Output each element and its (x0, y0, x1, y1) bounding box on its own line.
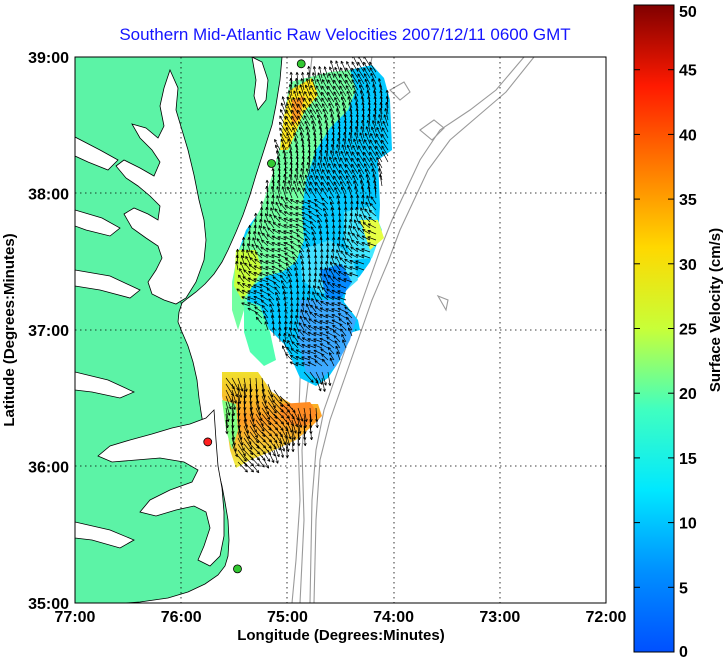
colorbar-label: Surface Velocity (cm/s) (707, 228, 724, 392)
x-tick-label: 73:00 (479, 609, 520, 626)
y-tick-labels: 39:00 38:00 37:00 36:00 35:00 (28, 50, 69, 613)
colorbar-tick-label: 35 (679, 192, 697, 209)
map-title: Southern Mid-Atlantic Raw Velocities 200… (119, 25, 570, 44)
colorbar-tick-label: 25 (679, 322, 697, 339)
colorbar-tick-label: 40 (679, 127, 697, 144)
grid-lines (75, 57, 606, 603)
vector-arrows (225, 57, 389, 474)
x-tick-label: 77:00 (55, 609, 96, 626)
x-axis-label: Longitude (Degrees:Minutes) (237, 627, 445, 644)
velocity-vectors (225, 57, 389, 474)
colorbar-tick-label: 50 (679, 4, 697, 21)
station-marker (203, 437, 213, 447)
x-tick-label: 76:00 (161, 609, 202, 626)
station-marker (296, 59, 306, 69)
land-mass (75, 57, 283, 603)
x-tick-label: 74:00 (373, 609, 414, 626)
x-tick-label: 75:00 (267, 609, 308, 626)
y-tick-label: 35:00 (28, 596, 69, 613)
x-tick-labels: 77:00 76:00 75:00 74:00 73:00 72:00 (55, 609, 627, 626)
y-tick-label: 39:00 (28, 50, 69, 67)
map-area (75, 57, 606, 603)
y-tick-label: 37:00 (28, 323, 69, 340)
station-markers (203, 59, 306, 574)
chesapeake-bay (115, 68, 207, 305)
axes-frame (74, 56, 607, 604)
colorbar-tick-label: 45 (679, 63, 697, 80)
y-axis-label: Latitude (Degrees:Minutes) (1, 233, 18, 426)
pamlico-sound (97, 409, 225, 567)
colorbar-tick-label: 10 (679, 516, 697, 533)
colorbar-tick-label: 0 (679, 644, 688, 659)
station-marker (267, 159, 276, 168)
colorbar-tick-label: 5 (679, 580, 688, 597)
colorbar-tick-label: 30 (679, 257, 697, 274)
station-marker (233, 564, 242, 574)
colorbar-tick-label: 15 (679, 451, 697, 468)
y-tick-label: 38:00 (28, 187, 69, 204)
x-tick-label: 72:00 (586, 609, 627, 626)
y-tick-label: 36:00 (28, 460, 69, 477)
colorbar-tick-label: 20 (679, 386, 697, 403)
